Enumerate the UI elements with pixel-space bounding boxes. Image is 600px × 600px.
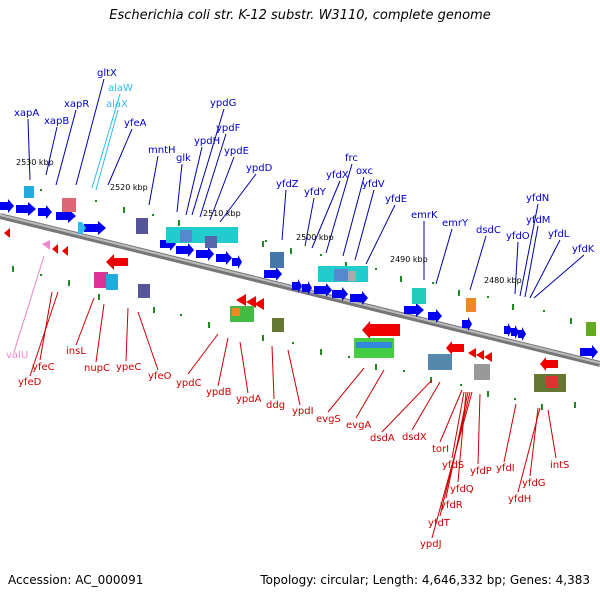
rna-leaders [13,93,121,353]
genome-stats-text: Topology: circular; Length: 4,646,332 bp… [260,573,590,587]
gene-label: ypdG [210,98,236,109]
kbp-label: 2500 kbp [296,233,334,242]
gene-label: ypdF [216,123,241,134]
gene-label: yfdK [572,244,595,255]
gene-label: ypdD [246,163,273,174]
kbp-label: 2480 kbp [484,276,522,285]
gene-label: torI [432,444,449,455]
gene-label: yfdS [442,460,464,471]
gene-label: yfdG [522,478,546,489]
gene-label: mntH [148,145,176,156]
gene-label: insL [66,346,86,357]
rna-reverse-gene [42,240,50,250]
forward-gene-track [0,199,598,359]
gene-label: ypdI [292,406,314,417]
forward-leaders [27,78,585,299]
tick-dots [40,189,545,400]
gene-label: yfeD [18,377,42,388]
gene-label: emrK [411,210,438,221]
gene-label: gltX [97,68,117,79]
kbp-label: 2520 kbp [110,183,148,192]
gene-label: oxc [356,166,373,177]
gene-label: yfdN [526,193,549,204]
gene-label: intS [550,460,569,471]
reverse-gene-track [4,228,558,371]
gene-label: ypdC [176,378,202,389]
gene-label: yfeC [32,362,55,373]
reverse-gene-labels: valU yfeC yfeD insL nupC ypeC yfeO ypdC … [6,346,569,550]
gene-label: yfdZ [276,179,299,190]
gene-label: alaW [108,83,133,94]
genome-title: Escherichia coli str. K-12 substr. W3110… [109,8,491,23]
gene-label: ypdH [194,136,220,147]
gene-label: yfdM [526,215,550,226]
gene-label: alaX [106,99,128,110]
gene-label: ypdB [206,387,232,398]
gene-label: valU [6,350,28,361]
gene-label: nupC [84,363,110,374]
gene-label: yfdR [440,500,463,511]
gene-label: yfdO [506,231,530,242]
gene-label: dsdC [476,225,501,236]
accession-text: Accession: AC_000091 [8,573,144,587]
gene-label: yfdQ [450,484,474,495]
reverse-gene-boxes [94,272,566,392]
gene-label: evgA [346,420,371,431]
gene-label: ypdJ [420,539,442,550]
kbp-label: 2490 kbp [390,255,428,264]
gene-label: yfeO [148,371,172,382]
reverse-leaders [29,291,557,539]
gene-label: emrY [442,218,469,229]
gene-label: ypeC [116,362,141,373]
forward-gene-boxes [24,186,596,336]
gene-label: yfdE [385,194,407,205]
gene-label: yfdI [496,463,515,474]
gene-label: glk [176,153,191,164]
gene-label: frc [345,153,358,164]
gene-label: yfdY [304,187,327,198]
kbp-labels: 2530 kbp 2520 kbp 2510 kbp 2500 kbp 2490… [16,158,522,285]
gene-label: yfdT [428,518,451,529]
gene-label: yfdL [548,229,570,240]
gene-label: dsdX [402,432,427,443]
gene-label: yfdH [508,494,531,505]
gene-label: yfeA [124,118,147,129]
forward-gene-labels: xapA xapB xapR gltX alaW alaX yfeA mntH … [14,68,595,255]
gene-label: ypdA [236,394,262,405]
rna-forward-gene [78,222,86,234]
gene-label: evgS [316,414,341,425]
gene-label: xapR [64,99,89,110]
gene-label: xapA [14,108,39,119]
gene-label: dsdA [370,433,395,444]
gene-label: ypdE [224,146,249,157]
gene-label: xapB [44,116,69,127]
gene-label: ddg [266,400,285,411]
gene-label: yfdP [470,466,492,477]
gene-label: yfdX [326,170,349,181]
kbp-label: 2510 kbp [203,209,241,218]
kbp-label: 2530 kbp [16,158,54,167]
gene-label: yfdV [362,179,385,190]
